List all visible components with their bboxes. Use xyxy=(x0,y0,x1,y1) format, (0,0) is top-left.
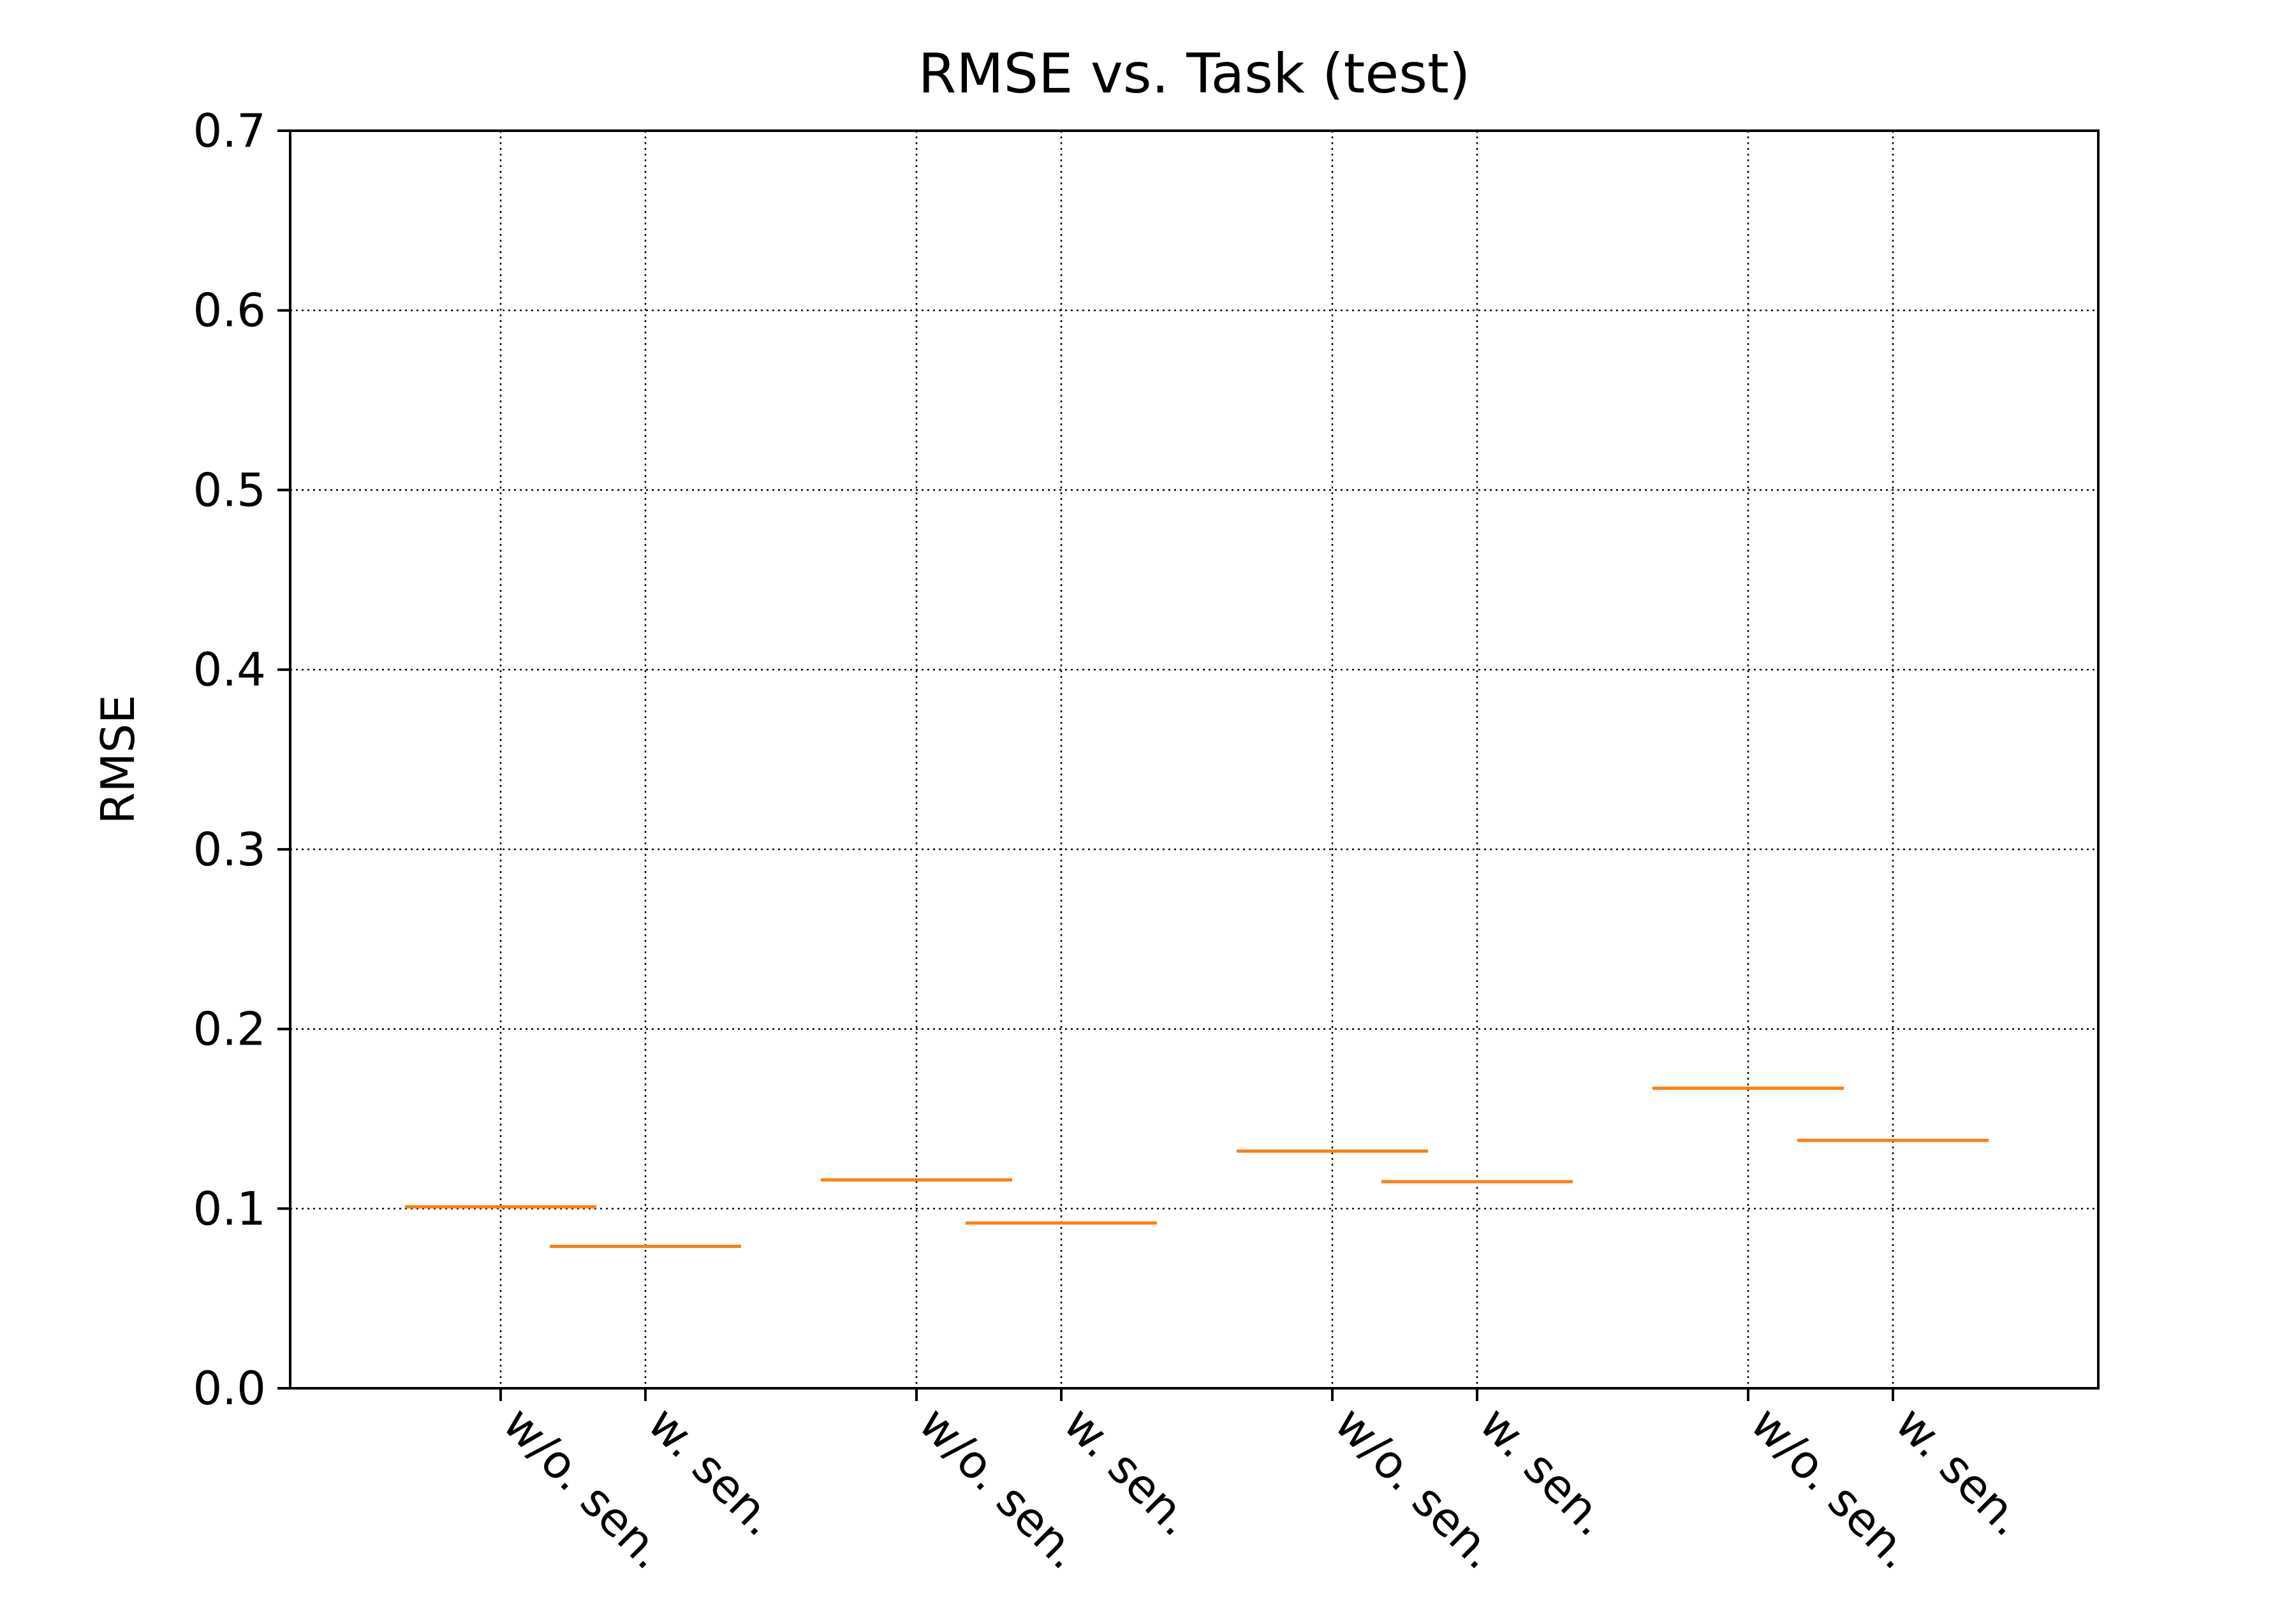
median-lines xyxy=(405,1087,1989,1248)
y-axis-label: RMSE xyxy=(91,694,145,824)
y-tick-label: 0.0 xyxy=(193,1361,266,1415)
y-tick-label: 0.7 xyxy=(193,104,266,158)
chart-title: RMSE vs. Task (test) xyxy=(918,42,1471,106)
y-tick-label: 0.5 xyxy=(193,463,266,517)
y-tick-label: 0.3 xyxy=(193,823,266,876)
x-tick-label: w. sen. xyxy=(638,1397,788,1546)
x-axis-ticks: w/o. sen.w. sen. w/o. sen.w. sen. w/o. sen… xyxy=(493,1388,2035,1580)
plot-area-frame xyxy=(289,129,2100,1390)
x-tick-label: w. sen. xyxy=(1054,1397,1203,1546)
y-tick-label: 0.1 xyxy=(193,1182,266,1235)
grid-lines xyxy=(290,131,2098,1388)
y-tick-label: 0.4 xyxy=(193,643,266,696)
y-tick-label: 0.6 xyxy=(193,284,266,337)
x-tick-label: w. sen. xyxy=(1469,1397,1619,1546)
y-axis-ticks: 0.0 0.1 0.2 0.3 0.4 0.5 0.6 0.7 xyxy=(193,104,290,1415)
x-tick-label: w. sen. xyxy=(1885,1397,2035,1546)
y-tick-label: 0.2 xyxy=(193,1002,266,1056)
